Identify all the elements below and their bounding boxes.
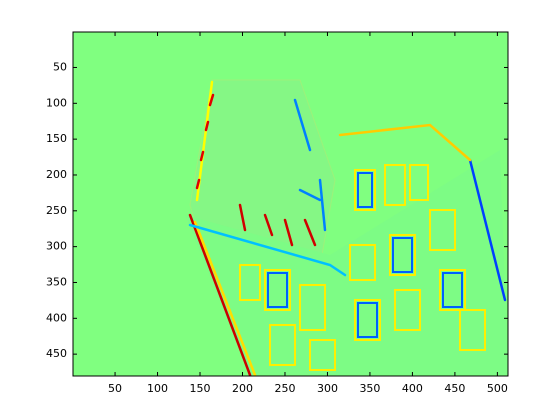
edge xyxy=(238,203,317,247)
windows xyxy=(239,164,486,371)
image-content xyxy=(185,79,508,377)
y-tick-label: 250 xyxy=(46,204,67,217)
x-tick-label: 450 xyxy=(444,382,465,395)
building-region xyxy=(185,150,508,375)
y-tick-label: 100 xyxy=(46,96,67,109)
y-tick-label: 50 xyxy=(53,60,67,73)
x-tick-label: 150 xyxy=(190,382,211,395)
axes-frame xyxy=(72,31,509,377)
x-tick-label: 500 xyxy=(487,382,508,395)
y-tick-label: 150 xyxy=(46,132,67,145)
y-tick-label: 400 xyxy=(46,311,67,324)
x-tick-label: 50 xyxy=(108,382,122,395)
x-tick-label: 100 xyxy=(147,382,168,395)
x-tick-label: 250 xyxy=(274,382,295,395)
windows-shadow xyxy=(267,172,463,338)
edge xyxy=(468,158,507,302)
x-tick-label: 300 xyxy=(317,382,338,395)
edge xyxy=(338,123,472,162)
y-tick-label: 300 xyxy=(46,240,67,253)
x-tick-label: 400 xyxy=(402,382,423,395)
y-tick-label: 450 xyxy=(46,347,67,360)
edge xyxy=(193,220,257,377)
x-tick-label: 200 xyxy=(232,382,253,395)
edge xyxy=(188,223,347,277)
edge xyxy=(195,93,215,190)
edge xyxy=(188,213,252,377)
edge xyxy=(293,98,327,232)
x-tick-label: 350 xyxy=(359,382,380,395)
y-tick-label: 200 xyxy=(46,168,67,181)
y-tick-label: 350 xyxy=(46,275,67,288)
